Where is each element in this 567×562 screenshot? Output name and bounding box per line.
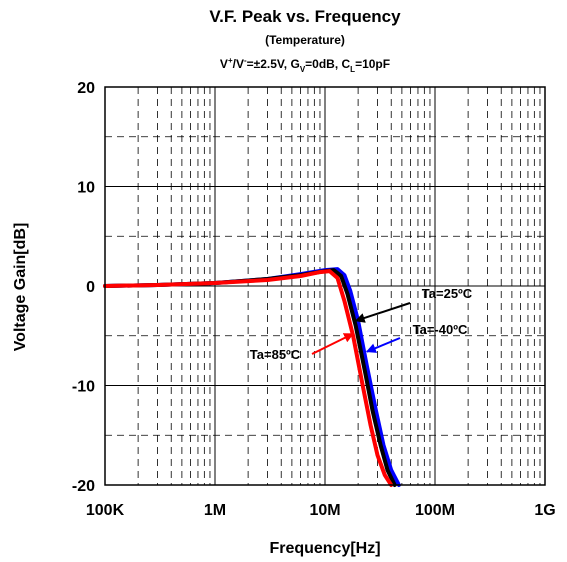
- series-line: [103, 269, 394, 487]
- x-axis-label: Frequency[Hz]: [269, 540, 380, 557]
- cond-v-value: =±2.5V, G: [247, 57, 300, 71]
- cond-v: V: [220, 57, 228, 71]
- cond-cl-value: =10pF: [355, 57, 390, 71]
- y-tick-label: 10: [77, 180, 95, 197]
- x-tick-label: 100K: [86, 502, 125, 519]
- annotations: Ta=25ºC Ta=-40ºC Ta=85ºC: [250, 286, 473, 362]
- y-tick-label: -20: [72, 478, 95, 495]
- y-axis-label: Voltage Gain[dB]: [12, 223, 29, 352]
- plot-frame: [104, 86, 546, 486]
- y-tick-label: 0: [86, 279, 95, 296]
- chart-conditions: V+/V-=±2.5V, GV=0dB, CL=10pF: [220, 56, 390, 74]
- chart-title: V.F. Peak vs. Frequency: [209, 7, 401, 26]
- series-group: [103, 267, 401, 487]
- y-tick-label: -10: [72, 379, 95, 396]
- series-line: [103, 267, 401, 487]
- annotation-label: Ta=25ºC: [422, 286, 473, 301]
- annotation-label: Ta=-40ºC: [413, 322, 468, 337]
- cond-cl-sub: L: [350, 65, 355, 74]
- y-tick-label: 20: [77, 80, 95, 97]
- cond-gv-value: =0dB, C: [305, 57, 350, 71]
- cond-slash: /V: [233, 57, 244, 71]
- series-line: [103, 268, 397, 487]
- annotation-arrow: [354, 302, 411, 323]
- annotation-label: Ta=85ºC: [250, 347, 301, 362]
- x-tick-label: 10M: [309, 502, 340, 519]
- x-tick-label: 1G: [534, 502, 555, 519]
- x-tick-label: 1M: [204, 502, 226, 519]
- annotation-arrow: [311, 332, 354, 355]
- cond-vminus-sup: -: [244, 56, 247, 65]
- chart-subtitle: (Temperature): [265, 33, 345, 47]
- cond-gv-sub: V: [300, 65, 306, 74]
- annotation-arrow: [365, 337, 401, 353]
- y-tick-labels: 20 10 0 -10 -20: [72, 80, 95, 495]
- cond-vplus-sup: +: [228, 56, 233, 65]
- x-tick-labels: 100K 1M 10M 100M 1G: [86, 502, 556, 519]
- x-tick-label: 100M: [415, 502, 455, 519]
